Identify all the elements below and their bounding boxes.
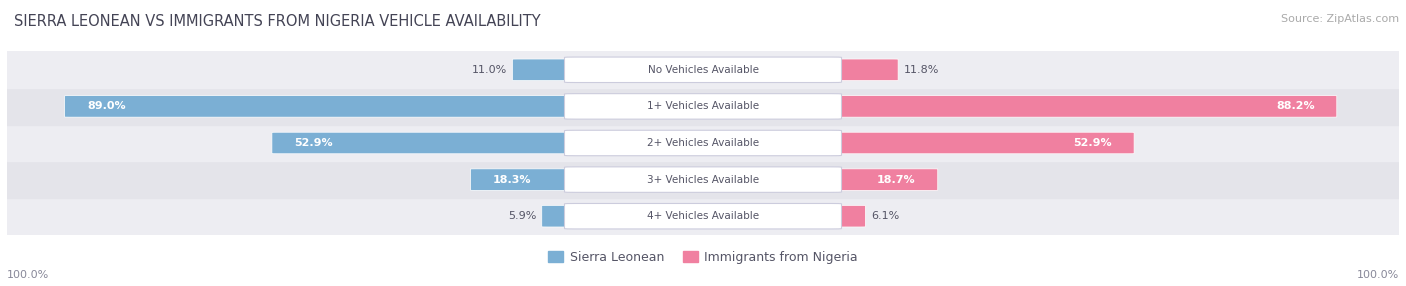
Text: 11.0%: 11.0%	[471, 65, 508, 75]
Text: 52.9%: 52.9%	[294, 138, 333, 148]
FancyBboxPatch shape	[820, 59, 898, 81]
Text: 100.0%: 100.0%	[1357, 270, 1399, 280]
FancyBboxPatch shape	[471, 169, 586, 190]
Text: 1+ Vehicles Available: 1+ Vehicles Available	[647, 102, 759, 111]
Bar	[7, 161, 1399, 198]
FancyBboxPatch shape	[820, 169, 938, 190]
FancyBboxPatch shape	[65, 96, 586, 117]
Bar	[7, 198, 1399, 235]
FancyBboxPatch shape	[820, 96, 1337, 117]
FancyBboxPatch shape	[271, 132, 586, 154]
Text: 3+ Vehicles Available: 3+ Vehicles Available	[647, 175, 759, 184]
FancyBboxPatch shape	[820, 205, 865, 227]
Text: 4+ Vehicles Available: 4+ Vehicles Available	[647, 211, 759, 221]
Text: Source: ZipAtlas.com: Source: ZipAtlas.com	[1281, 14, 1399, 24]
Text: 100.0%: 100.0%	[7, 270, 49, 280]
Text: 6.1%: 6.1%	[870, 211, 900, 221]
FancyBboxPatch shape	[541, 205, 586, 227]
Text: No Vehicles Available: No Vehicles Available	[648, 65, 758, 75]
FancyBboxPatch shape	[564, 130, 842, 156]
Bar	[7, 51, 1399, 88]
Text: 88.2%: 88.2%	[1275, 102, 1315, 111]
Text: 2+ Vehicles Available: 2+ Vehicles Available	[647, 138, 759, 148]
Text: 18.3%: 18.3%	[494, 175, 531, 184]
FancyBboxPatch shape	[820, 132, 1135, 154]
FancyBboxPatch shape	[564, 94, 842, 119]
Text: 5.9%: 5.9%	[508, 211, 536, 221]
Legend: Sierra Leonean, Immigrants from Nigeria: Sierra Leonean, Immigrants from Nigeria	[543, 246, 863, 269]
Text: 18.7%: 18.7%	[877, 175, 915, 184]
Text: 52.9%: 52.9%	[1073, 138, 1112, 148]
FancyBboxPatch shape	[564, 167, 842, 192]
FancyBboxPatch shape	[564, 57, 842, 83]
Bar	[7, 125, 1399, 161]
FancyBboxPatch shape	[564, 203, 842, 229]
Bar	[7, 88, 1399, 125]
Text: 11.8%: 11.8%	[904, 65, 939, 75]
Text: SIERRA LEONEAN VS IMMIGRANTS FROM NIGERIA VEHICLE AVAILABILITY: SIERRA LEONEAN VS IMMIGRANTS FROM NIGERI…	[14, 14, 541, 29]
FancyBboxPatch shape	[512, 59, 586, 81]
Text: 89.0%: 89.0%	[87, 102, 125, 111]
